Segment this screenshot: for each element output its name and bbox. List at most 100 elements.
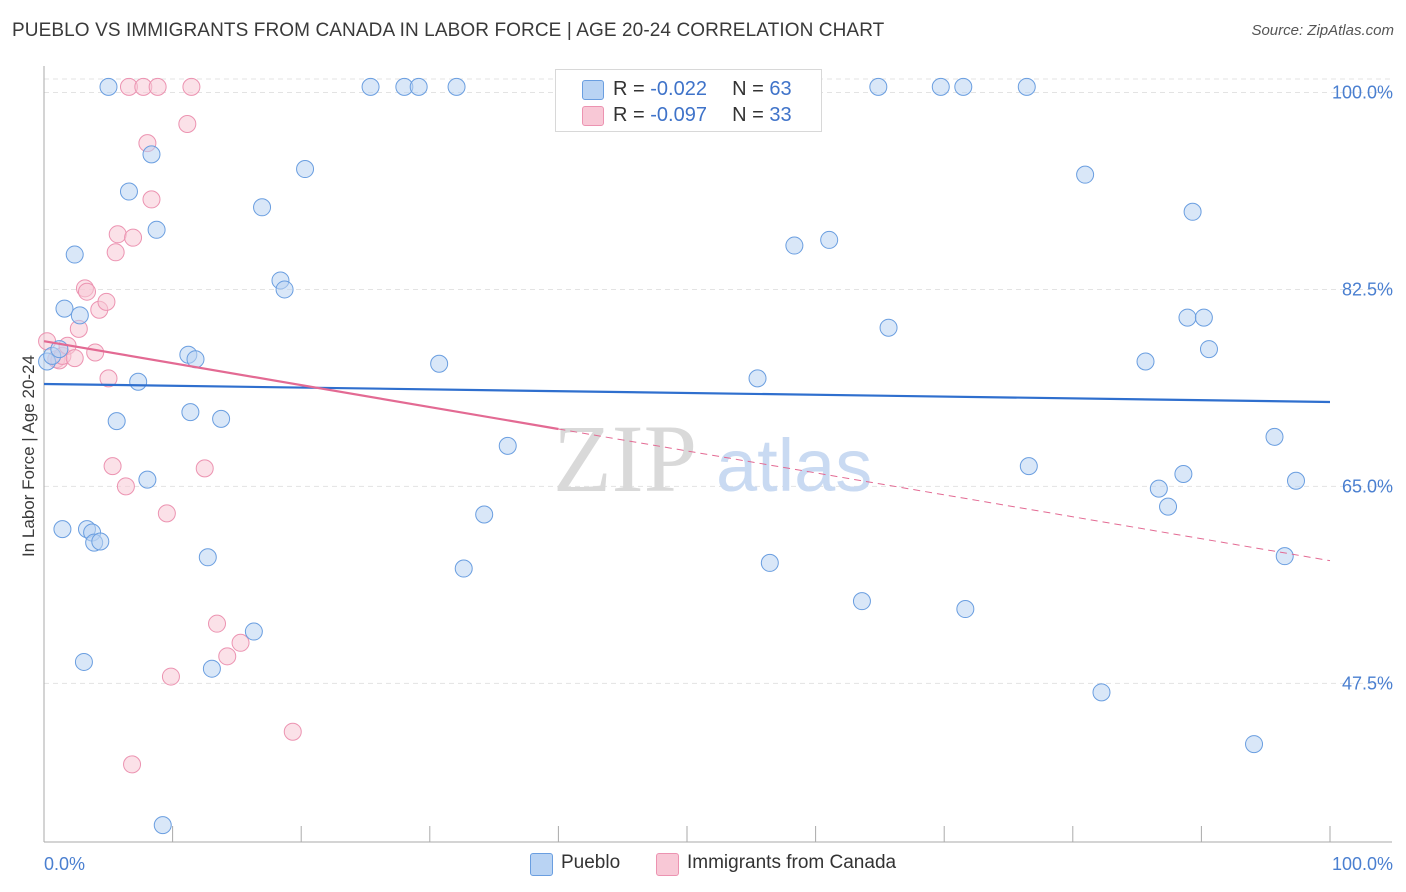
- pueblo-point: [956, 600, 975, 619]
- pueblo-point: [1174, 465, 1193, 484]
- pueblo-point: [447, 77, 466, 96]
- pueblo-point: [181, 403, 200, 422]
- pueblo-point: [147, 220, 166, 239]
- pueblo-point: [1019, 457, 1038, 476]
- legend-label-canada: Immigrants from Canada: [687, 852, 897, 873]
- pueblo-point: [430, 354, 449, 373]
- pueblo-point: [202, 659, 221, 678]
- pueblo-swatch: [582, 80, 604, 100]
- pueblo-point: [107, 412, 126, 431]
- canada-point: [124, 228, 143, 247]
- r-label: R =: [613, 104, 651, 126]
- canada-point: [283, 722, 302, 741]
- pueblo-point: [760, 553, 779, 572]
- x-tick-label-max: 100.0%: [1332, 854, 1393, 874]
- pueblo-point: [454, 559, 473, 578]
- canada-swatch: [582, 106, 604, 126]
- pueblo-point: [74, 652, 93, 671]
- pueblo-point: [1183, 202, 1202, 221]
- pueblo-point: [70, 306, 89, 325]
- r-label: R =: [613, 78, 651, 100]
- pueblo-point: [91, 532, 110, 551]
- pueblo-point: [65, 245, 84, 264]
- pueblo-point: [119, 182, 138, 201]
- x-tick-label-min: 0.0%: [44, 854, 85, 874]
- legend-swatch-canada: [656, 853, 679, 876]
- axis-labels: 47.5% 65.0% 82.5% 100.0% 0.0% 100.0% In Labor …: [19, 83, 1393, 874]
- pueblo-point: [498, 436, 517, 455]
- pueblo-point: [1275, 547, 1294, 566]
- canada-trendline-dashed: [558, 428, 1331, 562]
- canada-point: [97, 292, 116, 311]
- y-tick-label: 100.0%: [1332, 83, 1393, 103]
- canada-point: [157, 504, 176, 523]
- legend-label-pueblo: Pueblo: [561, 852, 621, 873]
- canada-trendline-solid: [43, 340, 559, 431]
- stats-legend: R = -0.022 N = 63 R = -0.097 N = 33: [555, 69, 822, 132]
- chart-title: PUEBLO VS IMMIGRANTS FROM CANADA IN LABO…: [12, 20, 885, 41]
- canada-point: [123, 755, 142, 774]
- pueblo-point: [954, 77, 973, 96]
- pueblo-point: [1076, 165, 1095, 184]
- pueblo-point: [785, 236, 804, 255]
- canada-point: [103, 457, 122, 476]
- y-tick-label: 82.5%: [1342, 279, 1393, 299]
- canada-point: [178, 115, 197, 134]
- n-label: N =: [732, 104, 770, 126]
- pueblo-trendline: [43, 382, 1331, 404]
- pueblo-point: [253, 198, 272, 217]
- pueblo-point: [1136, 352, 1155, 371]
- pueblo-point: [931, 77, 950, 96]
- pueblo-point: [153, 816, 172, 835]
- canada-point: [108, 225, 127, 244]
- pueblo-point: [1287, 471, 1305, 490]
- n-value-pueblo: 63: [769, 78, 792, 100]
- pueblo-point: [55, 299, 74, 318]
- watermark-zip: ZIP: [553, 405, 697, 512]
- pueblo-point: [879, 318, 898, 337]
- canada-point: [208, 614, 227, 633]
- canada-point: [182, 77, 201, 96]
- y-tick-label: 65.0%: [1342, 476, 1393, 496]
- pueblo-point: [99, 77, 118, 96]
- pueblo-point: [142, 145, 161, 164]
- source-label: Source: ZipAtlas.com: [1251, 22, 1394, 39]
- pueblo-point: [1265, 427, 1284, 446]
- n-value-canada: 33: [769, 104, 792, 126]
- pueblo-point: [1245, 735, 1264, 754]
- canada-point: [116, 477, 135, 496]
- pueblo-point: [1194, 308, 1213, 327]
- watermark-atlas: atlas: [716, 424, 872, 507]
- pueblo-point: [820, 230, 839, 249]
- pueblo-point: [852, 592, 871, 611]
- pueblo-point: [1149, 479, 1168, 498]
- canada-point: [77, 282, 96, 301]
- pueblo-point: [1178, 308, 1197, 327]
- canada-point: [142, 190, 161, 209]
- canada-point: [218, 647, 237, 666]
- legend-swatch-pueblo: [530, 853, 553, 876]
- canada-point: [148, 77, 167, 96]
- axes: [43, 66, 1392, 843]
- r-value-canada: -0.097: [650, 104, 707, 126]
- pueblo-point: [409, 77, 428, 96]
- canada-point: [161, 667, 180, 686]
- pueblo-point: [748, 369, 767, 388]
- pueblo-point: [1199, 340, 1218, 359]
- canada-point: [65, 349, 84, 368]
- pueblo-point: [475, 505, 494, 524]
- trend-lines: [43, 340, 1331, 562]
- pueblo-point: [275, 280, 294, 299]
- canada-point: [106, 243, 125, 262]
- pueblo-point: [129, 372, 148, 391]
- series-pueblo-points: [38, 77, 1305, 835]
- canada-point: [99, 369, 118, 388]
- pueblo-point: [138, 470, 157, 489]
- pueblo-point: [1092, 683, 1111, 702]
- pueblo-point: [212, 409, 231, 428]
- r-value-pueblo: -0.022: [650, 78, 707, 100]
- grid-lines: [44, 78, 1390, 684]
- n-label: N =: [732, 78, 770, 100]
- canada-point: [231, 633, 250, 652]
- pueblo-point: [244, 622, 263, 641]
